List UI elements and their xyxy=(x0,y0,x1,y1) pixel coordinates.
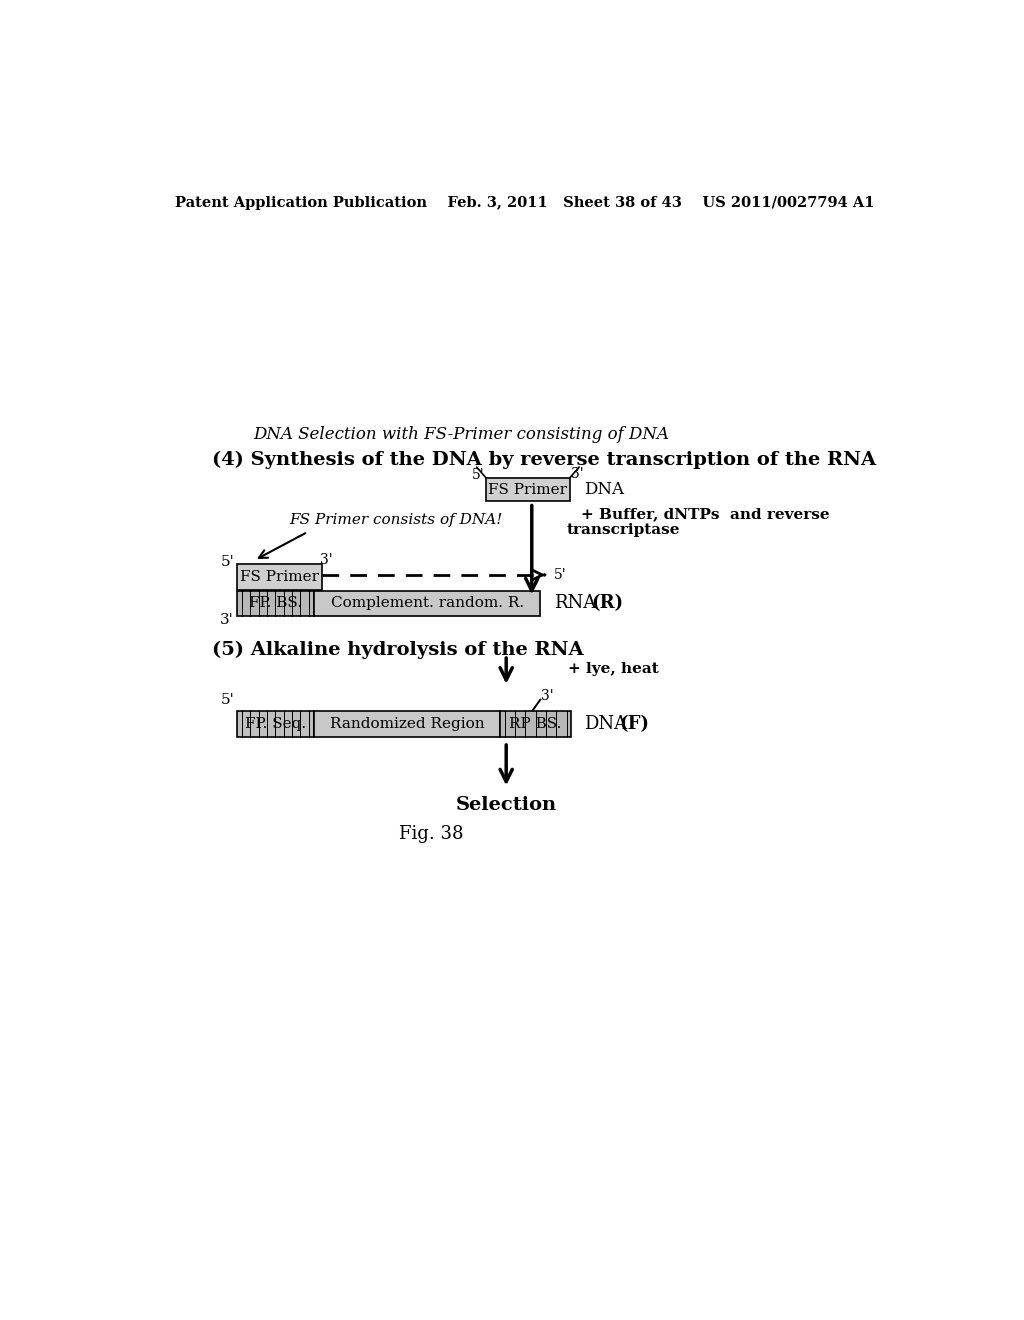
Text: transcriptase: transcriptase xyxy=(566,523,680,536)
Text: DNA Selection with FS-Primer consisting of DNA: DNA Selection with FS-Primer consisting … xyxy=(253,425,670,442)
Text: DNA: DNA xyxy=(584,715,627,734)
Text: 3': 3' xyxy=(571,467,584,480)
Text: 5': 5' xyxy=(472,467,484,482)
Text: + lye, heat: + lye, heat xyxy=(568,661,659,676)
FancyBboxPatch shape xyxy=(237,591,314,615)
Text: (R): (R) xyxy=(592,594,624,612)
Text: FP. BS.: FP. BS. xyxy=(249,597,302,610)
FancyBboxPatch shape xyxy=(314,711,500,738)
Text: 5': 5' xyxy=(220,554,234,569)
Text: Randomized Region: Randomized Region xyxy=(330,717,484,731)
Text: Patent Application Publication    Feb. 3, 2011   Sheet 38 of 43    US 2011/00277: Patent Application Publication Feb. 3, 2… xyxy=(175,197,874,210)
Text: 5': 5' xyxy=(220,693,234,706)
FancyBboxPatch shape xyxy=(237,564,322,590)
Text: 3': 3' xyxy=(220,614,234,627)
Text: (5) Alkaline hydrolysis of the RNA: (5) Alkaline hydrolysis of the RNA xyxy=(212,640,584,659)
Text: FP. Seq.: FP. Seq. xyxy=(245,717,306,731)
Text: FS Primer: FS Primer xyxy=(240,570,318,585)
Text: 3': 3' xyxy=(321,553,333,568)
Text: DNA: DNA xyxy=(584,480,624,498)
Text: (F): (F) xyxy=(620,715,649,734)
FancyBboxPatch shape xyxy=(500,711,571,738)
Text: RP BS.: RP BS. xyxy=(510,717,562,731)
Text: 3': 3' xyxy=(541,689,554,702)
FancyBboxPatch shape xyxy=(486,478,569,502)
Text: FS Primer: FS Primer xyxy=(488,483,567,496)
Text: Selection: Selection xyxy=(456,796,557,814)
Text: + Buffer, dNTPs  and reverse: + Buffer, dNTPs and reverse xyxy=(581,507,829,521)
Text: (4) Synthesis of the DNA by reverse transcription of the RNA: (4) Synthesis of the DNA by reverse tran… xyxy=(212,451,876,470)
FancyBboxPatch shape xyxy=(314,591,541,615)
Text: Complement. random. R.: Complement. random. R. xyxy=(331,597,523,610)
Text: FS Primer consists of DNA!: FS Primer consists of DNA! xyxy=(289,513,503,527)
Text: 5': 5' xyxy=(554,568,567,582)
Text: Fig. 38: Fig. 38 xyxy=(399,825,464,843)
Text: RNA: RNA xyxy=(554,594,597,612)
FancyBboxPatch shape xyxy=(237,711,314,738)
